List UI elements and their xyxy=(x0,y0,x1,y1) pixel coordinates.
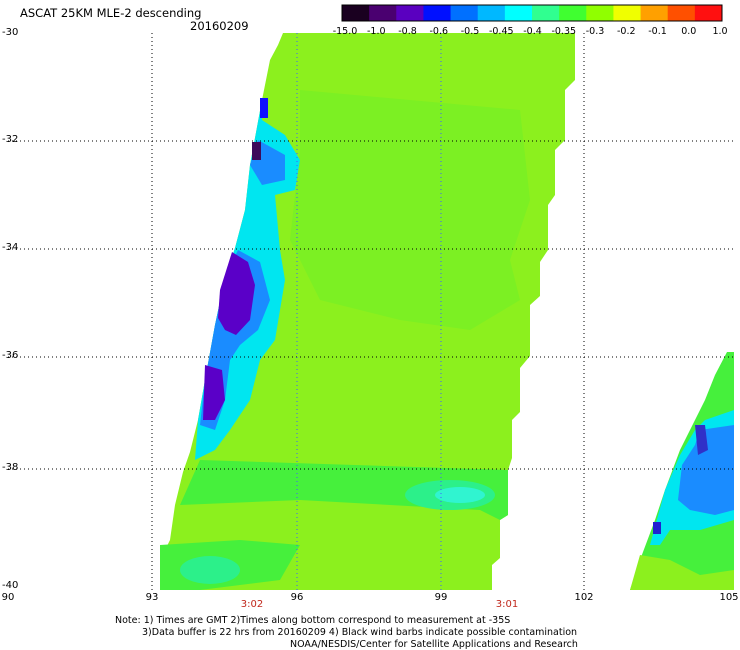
colorbar-label: -0.3 xyxy=(585,26,605,37)
main-swath-bottom-cyan xyxy=(180,556,240,584)
right-swath-blue xyxy=(678,425,734,515)
right-swath-purple-dot xyxy=(653,522,661,534)
colorbar-swatch xyxy=(504,5,533,21)
colorbar-swatch xyxy=(396,5,424,21)
colorbar-label: -15.0 xyxy=(332,26,358,37)
colorbar-swatch xyxy=(640,5,669,21)
note-line-1: Note: 1) Times are GMT 2)Times along bot… xyxy=(115,615,511,626)
lat-label-34: -34 xyxy=(2,242,19,253)
right-swath-green-blob xyxy=(690,531,730,559)
lon-label-93: 93 xyxy=(145,592,159,603)
colorbar-swatch xyxy=(667,5,696,21)
colorbar-swatch xyxy=(477,5,506,21)
lat-label-40: -40 xyxy=(2,580,19,591)
colorbar-swatch xyxy=(450,5,479,21)
colorbar-swatch xyxy=(586,5,614,21)
colorbar-label: -0.5 xyxy=(460,26,480,37)
right-swath-yellow-green xyxy=(630,555,734,590)
colorbar-label: -0.6 xyxy=(429,26,449,37)
map-title: ASCAT 25KM MLE-2 descending xyxy=(20,6,202,20)
colorbar-border xyxy=(341,4,723,22)
colorbar-swatch xyxy=(613,5,642,21)
lon-label-102: 102 xyxy=(574,592,594,603)
lat-label-38: -38 xyxy=(2,462,19,473)
main-swath-green-band xyxy=(290,90,530,330)
left-edge-purple-lower xyxy=(203,365,225,420)
colorbar-label: -1.0 xyxy=(366,26,386,37)
left-edge-purple-top xyxy=(260,98,268,118)
lat-label-32: -32 xyxy=(2,134,19,145)
colorbar-label: -0.8 xyxy=(398,26,417,37)
time-label-left: 3:02 xyxy=(240,599,264,610)
lon-label-105: 105 xyxy=(719,592,739,603)
colorbar-label: -0.45 xyxy=(488,26,514,37)
colorbar-label: -0.1 xyxy=(648,26,667,37)
colorbar-swatch xyxy=(559,5,587,21)
lat-label-30: -30 xyxy=(2,27,19,38)
left-edge-purple-dot xyxy=(252,142,261,160)
lon-label-96: 96 xyxy=(290,592,304,603)
colorbar xyxy=(341,4,723,22)
grid-overlay-blue xyxy=(296,33,442,590)
colorbar-swatch xyxy=(369,5,397,21)
lat-label-36: -36 xyxy=(2,350,19,361)
lon-label-99: 99 xyxy=(434,592,448,603)
colorbar-label: -0.35 xyxy=(551,26,577,37)
colorbar-label: 0.0 xyxy=(681,26,697,37)
colorbar-label: -0.4 xyxy=(523,26,542,37)
colorbar-label: -0.2 xyxy=(616,26,636,37)
colorbar-swatch xyxy=(532,5,560,21)
lon-label-90: 90 xyxy=(1,592,15,603)
note-line-2: 3)Data buffer is 22 hrs from 20160209 4)… xyxy=(142,627,578,638)
colorbar-swatch xyxy=(342,5,370,21)
note-line-3: NOAA/NESDIS/Center for Satellite Applica… xyxy=(290,639,578,650)
colorbar-label: 1.0 xyxy=(712,26,728,37)
colorbar-swatch xyxy=(423,5,452,21)
map-date: 20160209 xyxy=(190,19,249,33)
time-label-right: 3:01 xyxy=(495,599,519,610)
right-swath-deep-blue xyxy=(695,425,708,455)
left-edge-purple xyxy=(218,252,255,335)
colorbar-swatch xyxy=(694,5,723,21)
main-swath-cyan-patch xyxy=(435,487,485,503)
